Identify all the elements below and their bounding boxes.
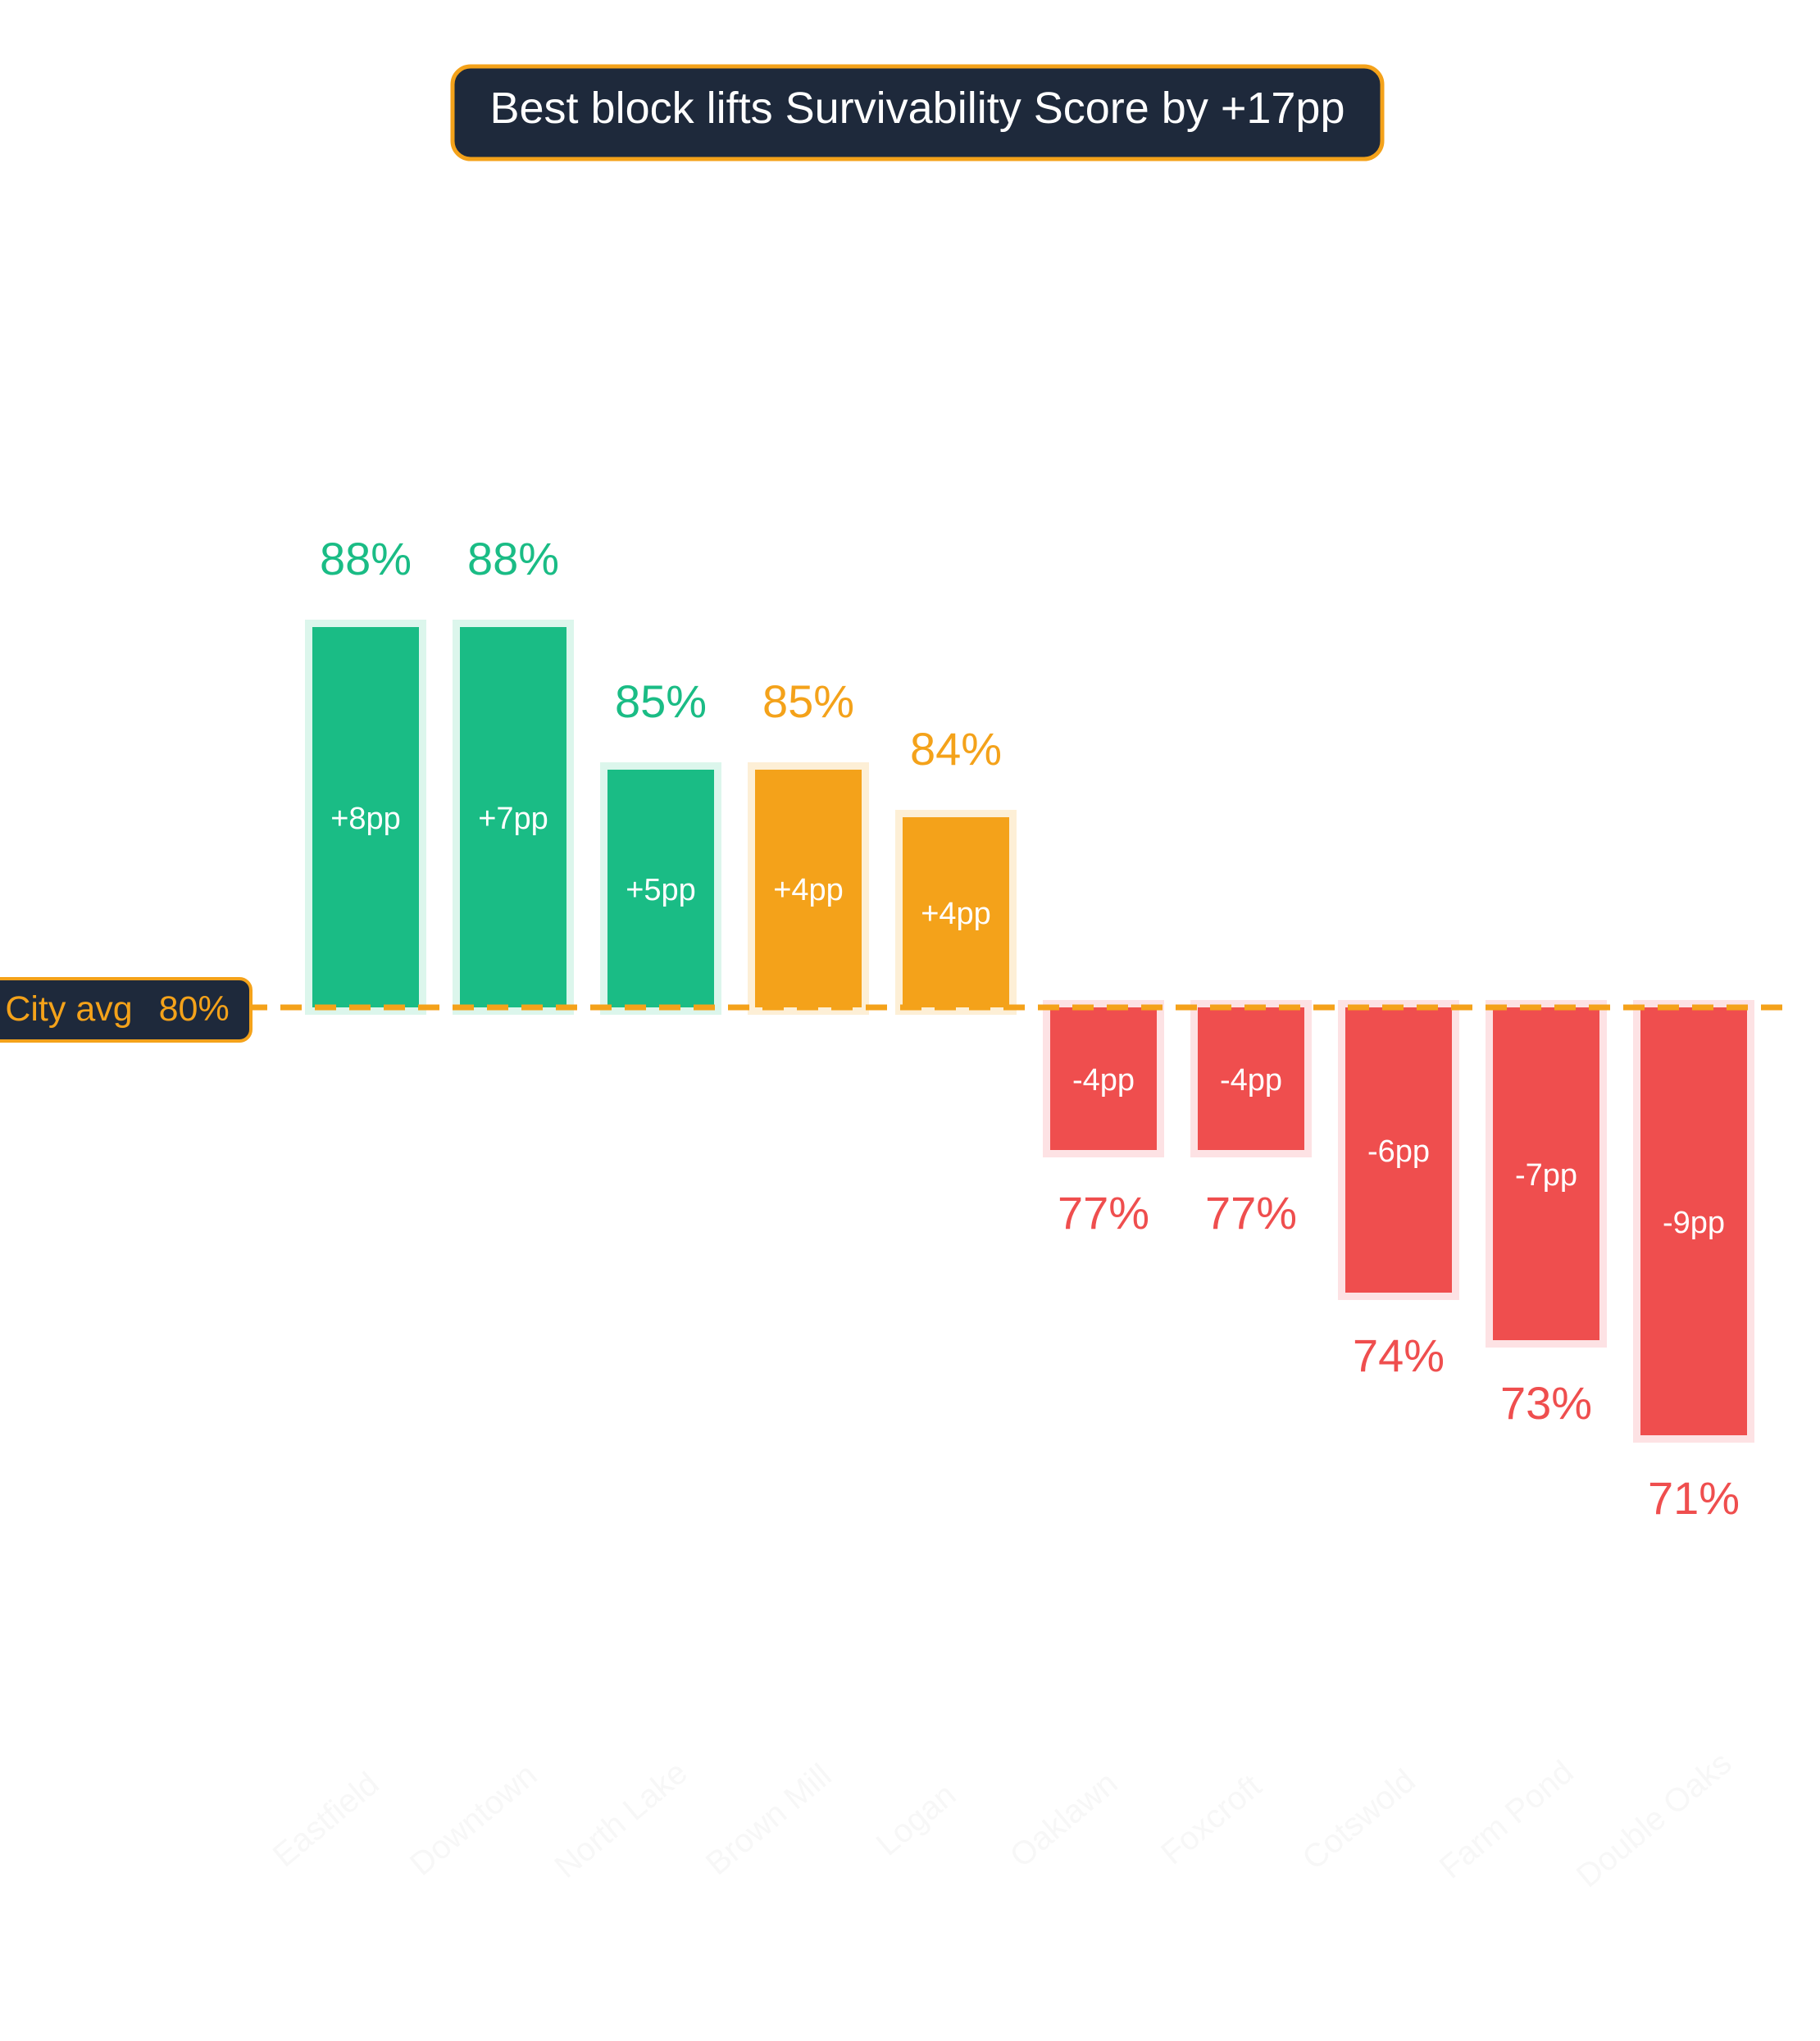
chart-title: Best block lifts Survivability Score by …: [490, 84, 1345, 133]
bar: [1050, 1007, 1157, 1150]
bar: [903, 817, 1009, 1007]
bar: [460, 627, 566, 1007]
chart-title-background: [450, 64, 1385, 161]
city-average-tag: City avg 80%: [0, 977, 253, 1043]
bar: [1493, 1007, 1599, 1340]
value-labels: 88% 88% 85% 85% 84% 77% 77% 74% 73% 71%: [320, 533, 1740, 1524]
bar-delta-label: -7pp: [1515, 1158, 1577, 1193]
category-label: Cotswold: [1295, 1762, 1422, 1876]
bar: [1640, 1007, 1747, 1435]
bar-delta-label: -6pp: [1367, 1134, 1430, 1169]
bar: [312, 627, 419, 1007]
category-label: Farm Pond: [1433, 1754, 1581, 1886]
bar: [755, 770, 862, 1007]
bar-value-label: 88%: [467, 533, 559, 584]
bar-value-label: 85%: [762, 675, 854, 727]
city-average-value: 80%: [159, 989, 230, 1029]
bar-value-label: 77%: [1205, 1187, 1297, 1239]
bar-delta-label: +4pp: [921, 897, 991, 931]
delta-labels: +8pp +7pp +5pp +4pp +4pp -4pp -4pp -6pp -7pp -9pp: [330, 802, 1725, 1240]
bar-value-label: 85%: [615, 675, 707, 727]
bar-delta-label: +5pp: [626, 873, 696, 907]
bar-value-label: 71%: [1648, 1472, 1740, 1524]
bar-value-label: 84%: [910, 723, 1002, 775]
bar-delta-label: +8pp: [330, 802, 401, 836]
category-labels: Eastfield Downtown North Lake Brown Mill Log…: [266, 1745, 1739, 1894]
bar-delta-label: +7pp: [478, 802, 548, 836]
chart-title-box: Best block lifts Survivability Score by …: [450, 64, 1385, 161]
bar-value-label: 73%: [1500, 1377, 1592, 1429]
category-label: Brown Mill: [699, 1757, 839, 1882]
city-average-label: City avg: [5, 989, 132, 1029]
category-label: Eastfield: [266, 1766, 386, 1874]
bar-delta-label: -4pp: [1072, 1063, 1135, 1098]
bar: [1198, 1007, 1304, 1150]
category-label: Foxcroft: [1154, 1768, 1268, 1872]
city-average-tag-background: [0, 977, 253, 1043]
bars: [312, 627, 1747, 1435]
bar-value-label: 88%: [320, 533, 412, 584]
city-average-tag-text: City avg 80%: [5, 989, 229, 1029]
category-label: North Lake: [548, 1754, 694, 1884]
bar-delta-label: -9pp: [1663, 1206, 1725, 1240]
category-label: Oaklawn: [1003, 1765, 1124, 1875]
category-label: Logan: [870, 1776, 962, 1862]
bar: [1345, 1007, 1452, 1293]
bar-delta-label: +4pp: [773, 873, 844, 907]
bar-value-label: 77%: [1058, 1187, 1149, 1239]
category-label: Double Oaks: [1570, 1745, 1738, 1894]
bar-delta-label: -4pp: [1220, 1063, 1282, 1098]
category-label: Downtown: [403, 1757, 544, 1883]
bar-value-label: 74%: [1353, 1330, 1445, 1381]
bar: [607, 770, 714, 1007]
